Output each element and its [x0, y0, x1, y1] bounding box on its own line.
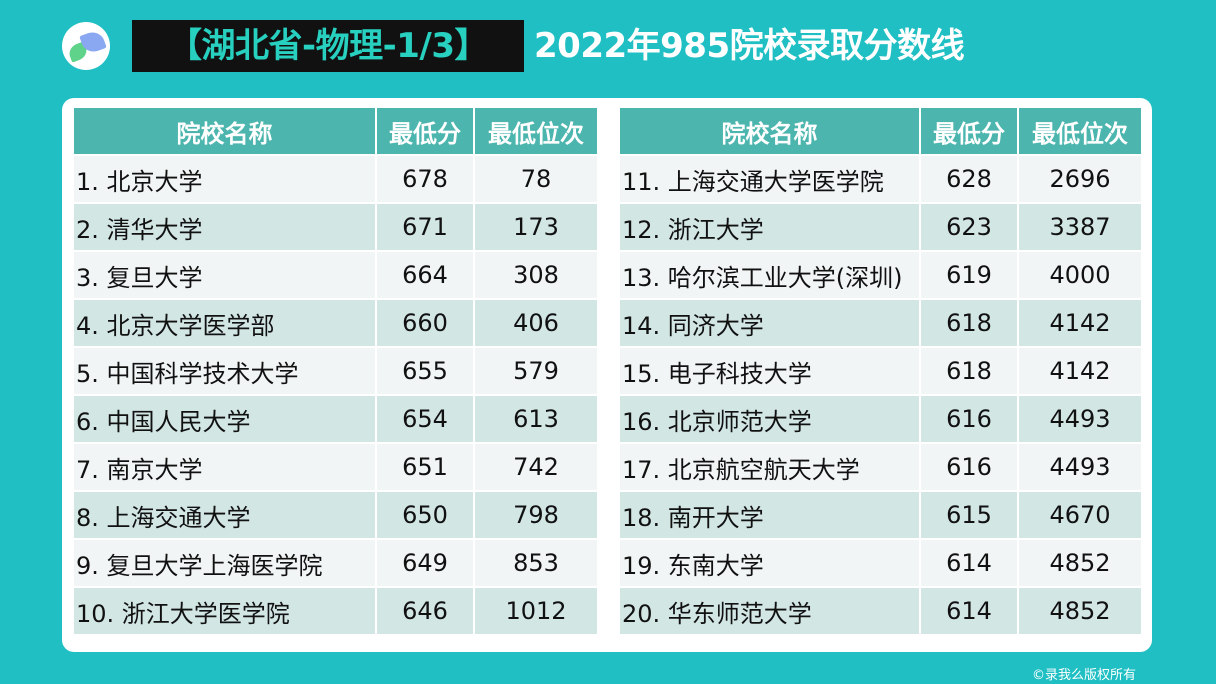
table-row: 20. 华东师范大学 614 4852	[620, 587, 1143, 636]
min-rank-cell: 78	[474, 155, 599, 204]
table-card: 院校名称 最低分 最低位次 1. 北京大学 678 78 2. 清华大学 671 173 3…	[62, 98, 1152, 652]
school-name-cell: 6. 中国人民大学	[74, 395, 377, 444]
table-row: 15. 电子科技大学 618 4142	[620, 347, 1143, 396]
table-row: 9. 复旦大学上海医学院 649 853	[74, 539, 599, 588]
school-name-cell: 18. 南开大学	[620, 491, 921, 540]
min-score-cell: 618	[920, 347, 1019, 396]
column-header-score: 最低分	[920, 108, 1019, 156]
min-score-cell: 651	[376, 443, 475, 492]
min-score-cell: 615	[920, 491, 1019, 540]
school-name-cell: 4. 北京大学医学部	[74, 299, 377, 348]
min-score-cell: 650	[376, 491, 475, 540]
table-row: 5. 中国科学技术大学 655 579	[74, 347, 599, 396]
page-title: 2022年985院校录取分数线	[534, 26, 965, 66]
min-rank-cell: 4493	[1018, 443, 1143, 492]
min-rank-cell: 406	[474, 299, 599, 348]
min-rank-cell: 853	[474, 539, 599, 588]
min-rank-cell: 1012	[474, 587, 599, 636]
copyright-text: ©录我么版权所有	[1032, 668, 1137, 683]
min-score-cell: 614	[920, 587, 1019, 636]
min-rank-cell: 798	[474, 491, 599, 540]
school-name-cell: 20. 华东师范大学	[620, 587, 921, 636]
table-row: 2. 清华大学 671 173	[74, 203, 599, 252]
school-name-cell: 3. 复旦大学	[74, 251, 377, 300]
min-rank-cell: 613	[474, 395, 599, 444]
school-name-cell: 8. 上海交通大学	[74, 491, 377, 540]
school-name-cell: 12. 浙江大学	[620, 203, 921, 252]
min-score-cell: 660	[376, 299, 475, 348]
school-name-cell: 16. 北京师范大学	[620, 395, 921, 444]
min-score-cell: 614	[920, 539, 1019, 588]
school-name-cell: 7. 南京大学	[74, 443, 377, 492]
table-row: 1. 北京大学 678 78	[74, 155, 599, 204]
min-rank-cell: 4493	[1018, 395, 1143, 444]
table-row: 18. 南开大学 615 4670	[620, 491, 1143, 540]
column-header-name: 院校名称	[620, 108, 921, 156]
min-rank-cell: 4142	[1018, 299, 1143, 348]
min-rank-cell: 4142	[1018, 347, 1143, 396]
school-name-cell: 19. 东南大学	[620, 539, 921, 588]
column-header-score: 最低分	[376, 108, 475, 156]
min-score-cell: 619	[920, 251, 1019, 300]
table-row: 19. 东南大学 614 4852	[620, 539, 1143, 588]
school-name-cell: 1. 北京大学	[74, 155, 377, 204]
table-row: 4. 北京大学医学部 660 406	[74, 299, 599, 348]
min-score-cell: 616	[920, 443, 1019, 492]
school-name-cell: 10. 浙江大学医学院	[74, 587, 377, 636]
min-rank-cell: 3387	[1018, 203, 1143, 252]
school-name-cell: 17. 北京航空航天大学	[620, 443, 921, 492]
min-rank-cell: 4852	[1018, 587, 1143, 636]
min-score-cell: 628	[920, 155, 1019, 204]
table-row: 16. 北京师范大学 616 4493	[620, 395, 1143, 444]
table-row: 17. 北京航空航天大学 616 4493	[620, 443, 1143, 492]
scores-table-left: 院校名称 最低分 最低位次 1. 北京大学 678 78 2. 清华大学 671 173 3…	[74, 108, 599, 636]
min-rank-cell: 4670	[1018, 491, 1143, 540]
table-row: 11. 上海交通大学医学院 628 2696	[620, 155, 1143, 204]
title-tag: 【湖北省-物理-1/3】	[132, 20, 524, 72]
school-name-cell: 15. 电子科技大学	[620, 347, 921, 396]
min-rank-cell: 2696	[1018, 155, 1143, 204]
table-row: 14. 同济大学 618 4142	[620, 299, 1143, 348]
min-score-cell: 616	[920, 395, 1019, 444]
column-header-rank: 最低位次	[1018, 108, 1143, 156]
scores-table-right: 院校名称 最低分 最低位次 11. 上海交通大学医学院 628 2696 12. 浙江…	[620, 108, 1143, 636]
school-name-cell: 9. 复旦大学上海医学院	[74, 539, 377, 588]
table-row: 12. 浙江大学 623 3387	[620, 203, 1143, 252]
table-row: 13. 哈尔滨工业大学(深圳) 619 4000	[620, 251, 1143, 300]
min-rank-cell: 173	[474, 203, 599, 252]
min-score-cell: 671	[376, 203, 475, 252]
min-rank-cell: 579	[474, 347, 599, 396]
min-score-cell: 654	[376, 395, 475, 444]
table-header-row: 院校名称 最低分 最低位次	[74, 108, 599, 156]
table-row: 6. 中国人民大学 654 613	[74, 395, 599, 444]
table-row: 10. 浙江大学医学院 646 1012	[74, 587, 599, 636]
min-score-cell: 678	[376, 155, 475, 204]
min-rank-cell: 742	[474, 443, 599, 492]
min-score-cell: 655	[376, 347, 475, 396]
school-name-cell: 2. 清华大学	[74, 203, 377, 252]
min-score-cell: 649	[376, 539, 475, 588]
min-score-cell: 646	[376, 587, 475, 636]
school-name-cell: 5. 中国科学技术大学	[74, 347, 377, 396]
min-rank-cell: 308	[474, 251, 599, 300]
column-header-name: 院校名称	[74, 108, 377, 156]
table-row: 8. 上海交通大学 650 798	[74, 491, 599, 540]
min-score-cell: 623	[920, 203, 1019, 252]
min-rank-cell: 4000	[1018, 251, 1143, 300]
logo-icon	[62, 22, 110, 70]
school-name-cell: 11. 上海交通大学医学院	[620, 155, 921, 204]
table-row: 7. 南京大学 651 742	[74, 443, 599, 492]
table-row: 3. 复旦大学 664 308	[74, 251, 599, 300]
min-rank-cell: 4852	[1018, 539, 1143, 588]
school-name-cell: 14. 同济大学	[620, 299, 921, 348]
school-name-cell: 13. 哈尔滨工业大学(深圳)	[620, 251, 921, 300]
column-header-rank: 最低位次	[474, 108, 599, 156]
table-header-row: 院校名称 最低分 最低位次	[620, 108, 1143, 156]
min-score-cell: 618	[920, 299, 1019, 348]
min-score-cell: 664	[376, 251, 475, 300]
